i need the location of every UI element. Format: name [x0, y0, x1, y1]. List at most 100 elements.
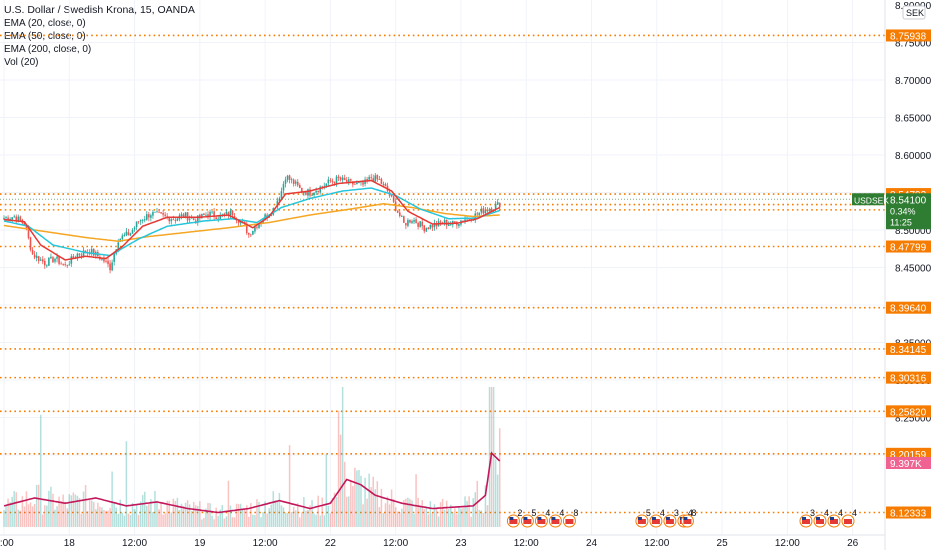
volume-bar	[293, 507, 295, 527]
candle	[62, 263, 64, 266]
volume-bar	[224, 518, 226, 527]
candle	[60, 261, 62, 264]
volume-bar	[42, 515, 44, 527]
candle-body	[356, 183, 358, 184]
currency-badge[interactable]: SEK	[903, 6, 925, 19]
volume-bar	[54, 510, 56, 527]
candle	[407, 218, 409, 227]
volume-bar	[423, 509, 425, 527]
volume-bar	[493, 387, 495, 527]
axis-tags: 8.759388.547928.533958.526948.526828.511…	[0, 29, 931, 519]
volume-bar	[499, 428, 501, 527]
candle-body	[368, 177, 370, 180]
volume-bar	[138, 515, 140, 527]
y-tick-label: 8.65000	[895, 114, 932, 125]
candle-body	[13, 216, 15, 217]
candle	[248, 232, 250, 237]
candle-body	[409, 220, 411, 223]
flag-canton	[551, 517, 555, 520]
candle	[181, 212, 183, 219]
candle	[34, 251, 36, 259]
volume-bar	[279, 493, 281, 527]
volume-bar	[358, 470, 360, 527]
volume-bar	[234, 517, 236, 527]
volume-bar	[64, 502, 66, 527]
volume-bar	[346, 497, 348, 527]
candle-body	[93, 249, 95, 255]
candle-body	[413, 220, 415, 222]
candle-body	[405, 223, 407, 225]
candle	[379, 176, 381, 180]
candle-body	[423, 225, 425, 231]
volume-bar	[352, 486, 354, 527]
candle	[166, 213, 168, 220]
candle	[413, 218, 415, 224]
volume-bar	[436, 508, 438, 527]
candle	[497, 199, 499, 205]
candle	[440, 220, 442, 226]
volume-bar	[289, 445, 291, 527]
candle-body	[281, 191, 283, 198]
candle-body	[175, 220, 177, 221]
volume-bar	[364, 478, 366, 527]
volume-bar	[99, 507, 101, 527]
volume-bar	[109, 508, 111, 527]
candle	[111, 260, 113, 272]
volume-bar	[399, 512, 401, 527]
candle	[421, 218, 423, 229]
volume-bar	[134, 509, 136, 527]
volume-bar	[413, 514, 415, 527]
flag-stripe	[565, 519, 573, 524]
volume-bar	[497, 475, 499, 527]
candle	[93, 248, 95, 256]
candle	[374, 173, 376, 183]
candle-body	[189, 219, 191, 220]
volume-bar	[52, 494, 54, 527]
candle	[140, 219, 142, 225]
volume-bar	[187, 500, 189, 527]
volume-bar	[38, 485, 40, 527]
candle-body	[71, 256, 73, 263]
volume-bar	[419, 506, 421, 527]
y-tick-label: 8.45000	[895, 264, 932, 275]
candle	[370, 174, 372, 181]
candle-body	[421, 222, 423, 226]
candle-body	[107, 261, 109, 264]
candle	[156, 208, 158, 213]
candle-body	[124, 235, 126, 236]
candle	[64, 262, 66, 267]
volume-bar	[477, 481, 479, 527]
candle	[32, 247, 34, 255]
candle	[295, 179, 297, 186]
candle	[287, 175, 289, 183]
candle	[107, 257, 109, 267]
volume-bar	[26, 491, 28, 527]
candle-body	[44, 261, 46, 266]
candle	[289, 175, 291, 184]
volume-bar	[281, 505, 283, 527]
candle-body	[203, 214, 205, 215]
volume-bar	[93, 502, 95, 527]
candle	[138, 221, 140, 224]
candle-body	[215, 217, 217, 219]
candle	[175, 217, 177, 223]
volume-bar	[81, 514, 83, 527]
candle-body	[295, 182, 297, 184]
candle-body	[476, 213, 478, 214]
time-axis[interactable]: 4:00 18 12:00 19 12:00 22 12:00 23 12:00 24 12:00 2…	[0, 535, 885, 549]
volume-bar	[452, 513, 454, 527]
economic-events[interactable]: 2 5 4 4 8 5 4 3 48 3 4 4 4	[507, 508, 857, 527]
axis-tag-label: 8.25820	[890, 407, 927, 418]
x-tick-label: 12:00	[775, 538, 800, 549]
volume-bar	[56, 506, 58, 527]
candle	[246, 221, 248, 235]
volume-bar	[173, 499, 175, 527]
volume-bar	[448, 509, 450, 527]
volume-bar	[175, 501, 177, 527]
event-count: 4	[545, 508, 550, 518]
candle-body	[32, 250, 34, 254]
flag-canton	[509, 517, 513, 520]
